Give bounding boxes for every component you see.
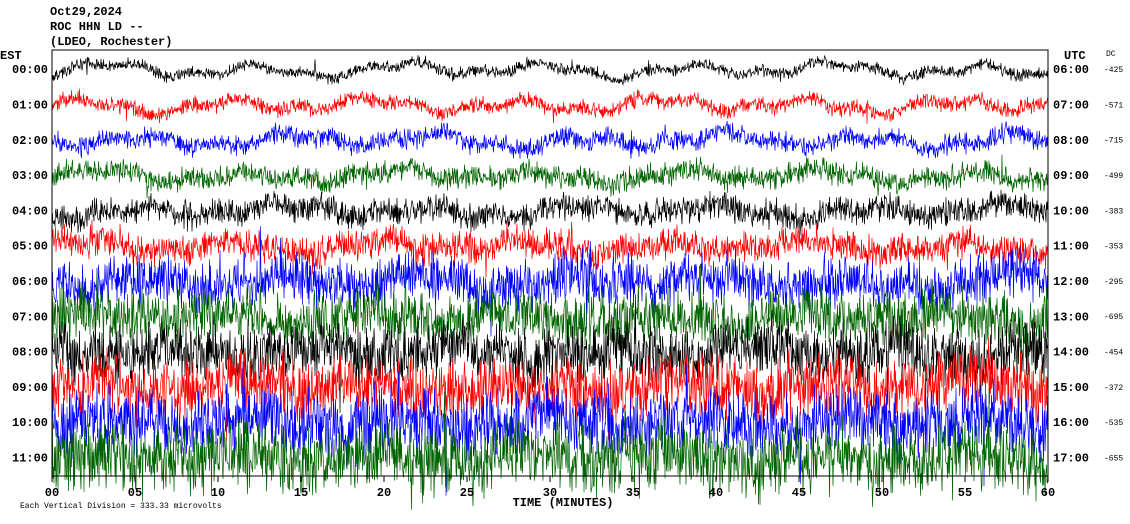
trace <box>51 154 1049 199</box>
x-axis-label: TIME (MINUTES) <box>513 496 614 510</box>
x-tick-label: 55 <box>958 486 972 500</box>
est-label: 09:00 <box>12 381 48 395</box>
trace <box>51 294 1049 421</box>
left-axis-label: EST <box>0 49 22 63</box>
x-tick-label: 35 <box>626 486 640 500</box>
utc-label: 10:00 <box>1053 204 1089 218</box>
footer: Each Vertical Division = 333.33 microvol… <box>20 502 222 511</box>
x-tick-label: 10 <box>211 486 225 500</box>
dc-value: -715 <box>1104 137 1123 146</box>
x-tick-label: 15 <box>294 486 308 500</box>
x-tick-label: 30 <box>543 486 557 500</box>
est-label: 07:00 <box>12 310 48 324</box>
x-tick-label: 25 <box>460 486 474 500</box>
trace <box>51 120 1049 159</box>
est-label: 00:00 <box>12 63 48 77</box>
dc-value: -372 <box>1104 384 1123 393</box>
utc-label: 08:00 <box>1053 134 1089 148</box>
x-tick-label: 60 <box>1041 486 1055 500</box>
utc-label: 16:00 <box>1053 416 1089 430</box>
utc-label: 17:00 <box>1053 451 1089 465</box>
trace <box>51 88 1049 124</box>
x-tick-label: 50 <box>875 486 889 500</box>
trace <box>51 219 1049 278</box>
est-label: 03:00 <box>12 169 48 183</box>
utc-label: 15:00 <box>1053 381 1089 395</box>
dc-value: -295 <box>1104 278 1123 287</box>
x-tick-label: 40 <box>709 486 723 500</box>
header-line: (LDEO, Rochester) <box>50 35 172 49</box>
x-tick-label: 00 <box>45 486 59 500</box>
dc-label: DC <box>1106 50 1116 59</box>
dc-value: -655 <box>1104 454 1123 463</box>
utc-label: 11:00 <box>1053 240 1089 254</box>
dc-value: -535 <box>1104 419 1123 428</box>
utc-label: 07:00 <box>1053 98 1089 112</box>
utc-label: 13:00 <box>1053 310 1089 324</box>
trace <box>51 263 1049 381</box>
dc-value: -353 <box>1104 243 1123 252</box>
utc-label: 12:00 <box>1053 275 1089 289</box>
trace <box>51 226 1049 337</box>
utc-label: 06:00 <box>1053 63 1089 77</box>
est-label: 01:00 <box>12 98 48 112</box>
est-label: 02:00 <box>12 134 48 148</box>
x-tick-label: 45 <box>792 486 806 500</box>
x-tick-label: 20 <box>377 486 391 500</box>
trace <box>51 189 1049 236</box>
est-label: 10:00 <box>12 416 48 430</box>
dc-value: -425 <box>1104 66 1123 75</box>
header-line: ROC HHN LD -- <box>50 20 144 34</box>
est-label: 06:00 <box>12 275 48 289</box>
est-label: 05:00 <box>12 240 48 254</box>
dc-value: -695 <box>1104 313 1123 322</box>
est-label: 08:00 <box>12 346 48 360</box>
utc-label: 09:00 <box>1053 169 1089 183</box>
est-label: 04:00 <box>12 204 48 218</box>
right-axis-label: UTC <box>1064 49 1086 63</box>
est-label: 11:00 <box>12 451 48 465</box>
trace <box>51 361 1049 496</box>
dc-value: -499 <box>1104 172 1123 181</box>
dc-value: -454 <box>1104 349 1123 358</box>
trace <box>51 54 1049 86</box>
dc-value: -571 <box>1104 101 1123 110</box>
utc-label: 14:00 <box>1053 346 1089 360</box>
dc-value: -383 <box>1104 207 1123 216</box>
trace <box>51 337 1049 461</box>
header-line: Oct29,2024 <box>50 5 122 19</box>
traces <box>51 54 1049 510</box>
x-tick-label: 05 <box>128 486 142 500</box>
